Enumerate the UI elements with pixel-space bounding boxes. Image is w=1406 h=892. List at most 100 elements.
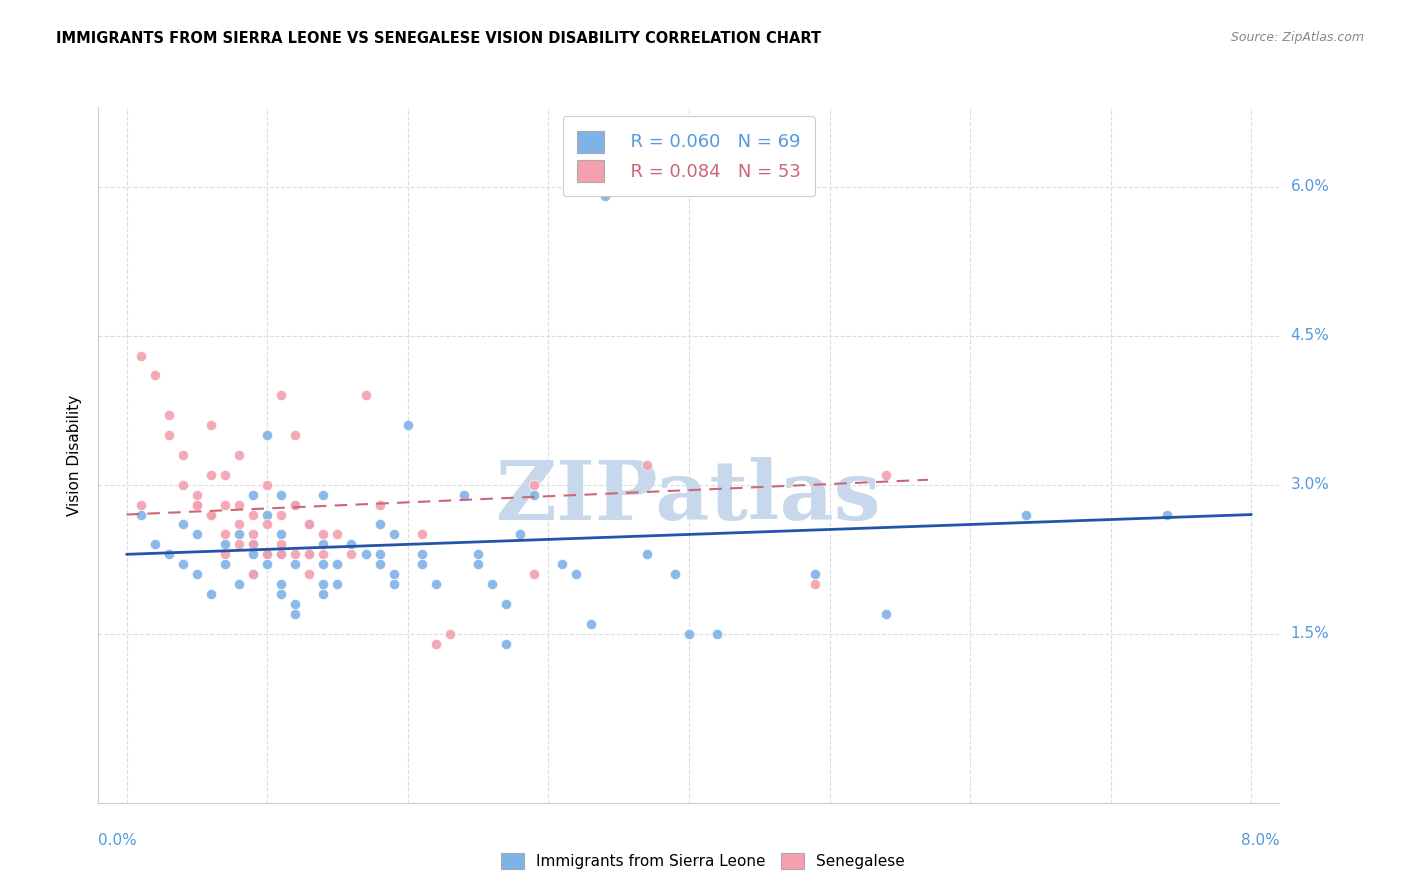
Point — [214, 547, 236, 561]
Point — [284, 597, 307, 611]
Point — [214, 467, 236, 482]
Point — [368, 517, 391, 532]
Point — [312, 577, 335, 591]
Point — [425, 637, 447, 651]
Point — [298, 517, 321, 532]
Point — [467, 547, 489, 561]
Point — [636, 458, 658, 472]
Point — [312, 547, 335, 561]
Point — [186, 567, 208, 582]
Text: 6.0%: 6.0% — [1291, 179, 1330, 194]
Point — [298, 547, 321, 561]
Point — [200, 418, 222, 433]
Point — [228, 577, 250, 591]
Point — [186, 488, 208, 502]
Point — [242, 527, 264, 541]
Point — [804, 567, 827, 582]
Point — [284, 607, 307, 621]
Point — [228, 498, 250, 512]
Point — [200, 587, 222, 601]
Point — [298, 547, 321, 561]
Point — [565, 567, 588, 582]
Text: 0.0%: 0.0% — [98, 833, 138, 848]
Point — [354, 547, 377, 561]
Point — [256, 428, 278, 442]
Point — [368, 498, 391, 512]
Point — [172, 558, 194, 572]
Point — [495, 597, 517, 611]
Point — [270, 508, 292, 522]
Point — [256, 508, 278, 522]
Point — [439, 627, 461, 641]
Text: IMMIGRANTS FROM SIERRA LEONE VS SENEGALESE VISION DISABILITY CORRELATION CHART: IMMIGRANTS FROM SIERRA LEONE VS SENEGALE… — [56, 31, 821, 46]
Point — [284, 558, 307, 572]
Point — [284, 498, 307, 512]
Legend:   R = 0.060   N = 69,   R = 0.084   N = 53: R = 0.060 N = 69, R = 0.084 N = 53 — [562, 116, 815, 196]
Point — [200, 508, 222, 522]
Point — [382, 577, 405, 591]
Point — [875, 607, 897, 621]
Point — [186, 527, 208, 541]
Point — [129, 498, 152, 512]
Point — [1156, 508, 1178, 522]
Point — [186, 498, 208, 512]
Point — [481, 577, 503, 591]
Point — [228, 537, 250, 551]
Point — [214, 527, 236, 541]
Text: ZIPatlas: ZIPatlas — [496, 457, 882, 537]
Point — [270, 577, 292, 591]
Text: Source: ZipAtlas.com: Source: ZipAtlas.com — [1230, 31, 1364, 45]
Y-axis label: Vision Disability: Vision Disability — [67, 394, 83, 516]
Point — [382, 567, 405, 582]
Point — [214, 537, 236, 551]
Point — [256, 547, 278, 561]
Point — [256, 477, 278, 491]
Point — [200, 467, 222, 482]
Point — [270, 488, 292, 502]
Point — [256, 517, 278, 532]
Point — [326, 558, 349, 572]
Point — [411, 527, 433, 541]
Point — [425, 577, 447, 591]
Point — [270, 587, 292, 601]
Point — [200, 508, 222, 522]
Point — [270, 537, 292, 551]
Point — [143, 537, 166, 551]
Point — [411, 558, 433, 572]
Point — [256, 558, 278, 572]
Text: 8.0%: 8.0% — [1240, 833, 1279, 848]
Point — [242, 488, 264, 502]
Point — [453, 488, 475, 502]
Point — [242, 537, 264, 551]
Point — [157, 428, 180, 442]
Point — [312, 558, 335, 572]
Point — [242, 537, 264, 551]
Point — [312, 537, 335, 551]
Point — [664, 567, 686, 582]
Point — [284, 547, 307, 561]
Point — [284, 428, 307, 442]
Text: 1.5%: 1.5% — [1291, 626, 1329, 641]
Point — [523, 567, 546, 582]
Point — [509, 527, 531, 541]
Point — [172, 448, 194, 462]
Point — [368, 558, 391, 572]
Point — [129, 349, 152, 363]
Point — [340, 547, 363, 561]
Point — [172, 477, 194, 491]
Point — [270, 547, 292, 561]
Point — [411, 547, 433, 561]
Point — [129, 508, 152, 522]
Point — [523, 477, 546, 491]
Point — [242, 508, 264, 522]
Point — [523, 488, 546, 502]
Point — [242, 567, 264, 582]
Point — [157, 547, 180, 561]
Point — [312, 527, 335, 541]
Point — [270, 388, 292, 402]
Point — [495, 637, 517, 651]
Point — [706, 627, 728, 641]
Point — [467, 558, 489, 572]
Point — [396, 418, 419, 433]
Point — [340, 537, 363, 551]
